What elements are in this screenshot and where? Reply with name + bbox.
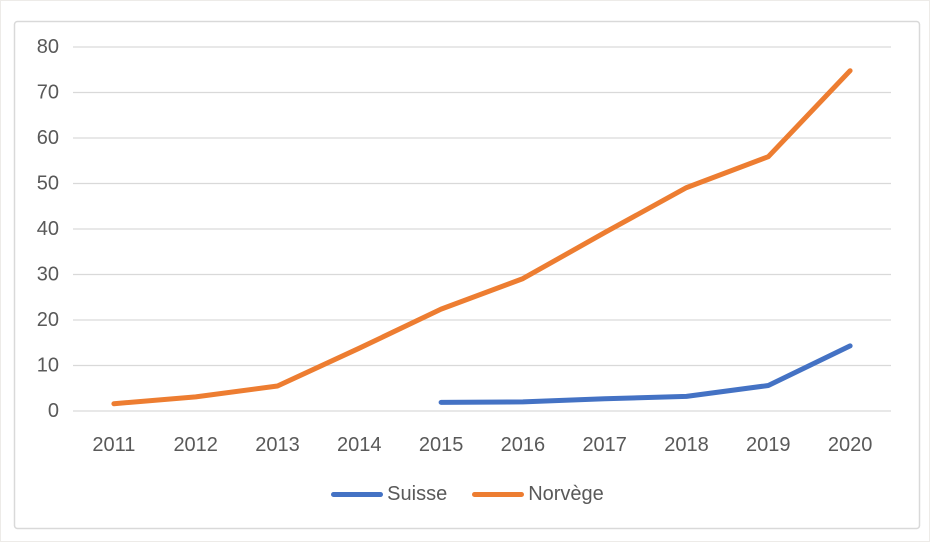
x-tick-label-2015: 2015 (419, 434, 464, 456)
series-line-suisse (438, 343, 853, 405)
y-axis-tick-labels: 0 10 20 30 40 50 60 70 80 (37, 36, 59, 422)
x-axis-tick-labels: 2011 2012 2013 2014 2015 2016 2017 2018 2019 2020 (92, 434, 872, 456)
x-tick-label-2011: 2011 (92, 434, 135, 456)
x-tick-label-2019: 2019 (746, 434, 791, 456)
gridlines (73, 46, 891, 412)
y-tick-label-10: 10 (37, 355, 59, 377)
chart-legend: Suisse Norvège (15, 483, 920, 505)
x-tick-label-2016: 2016 (501, 434, 546, 456)
series-line-norvège (111, 68, 853, 407)
y-tick-label-70: 70 (37, 82, 59, 104)
x-tick-label-2012: 2012 (173, 434, 218, 456)
legend-item-suisse: Suisse (331, 483, 447, 505)
x-tick-label-2017: 2017 (582, 434, 627, 456)
series-lines (111, 68, 853, 407)
y-tick-label-30: 30 (37, 264, 59, 286)
y-tick-label-50: 50 (37, 173, 59, 195)
y-tick-label-20: 20 (37, 309, 59, 331)
y-tick-label-60: 60 (37, 127, 59, 149)
legend-line-swatch-icon (331, 491, 384, 497)
chart-frame (13, 20, 921, 530)
y-tick-label-80: 80 (37, 36, 59, 58)
x-tick-label-2014: 2014 (337, 434, 382, 456)
x-tick-label-2018: 2018 (664, 434, 709, 456)
legend-line-swatch-icon (472, 491, 525, 497)
y-tick-label-0: 0 (48, 400, 59, 422)
x-tick-label-2020: 2020 (828, 434, 873, 456)
y-tick-label-40: 40 (37, 218, 59, 240)
x-tick-label-2013: 2013 (255, 434, 300, 456)
legend-label: Norvège (528, 483, 604, 505)
legend-item-norvège: Norvège (472, 483, 604, 505)
legend-label: Suisse (387, 483, 448, 505)
